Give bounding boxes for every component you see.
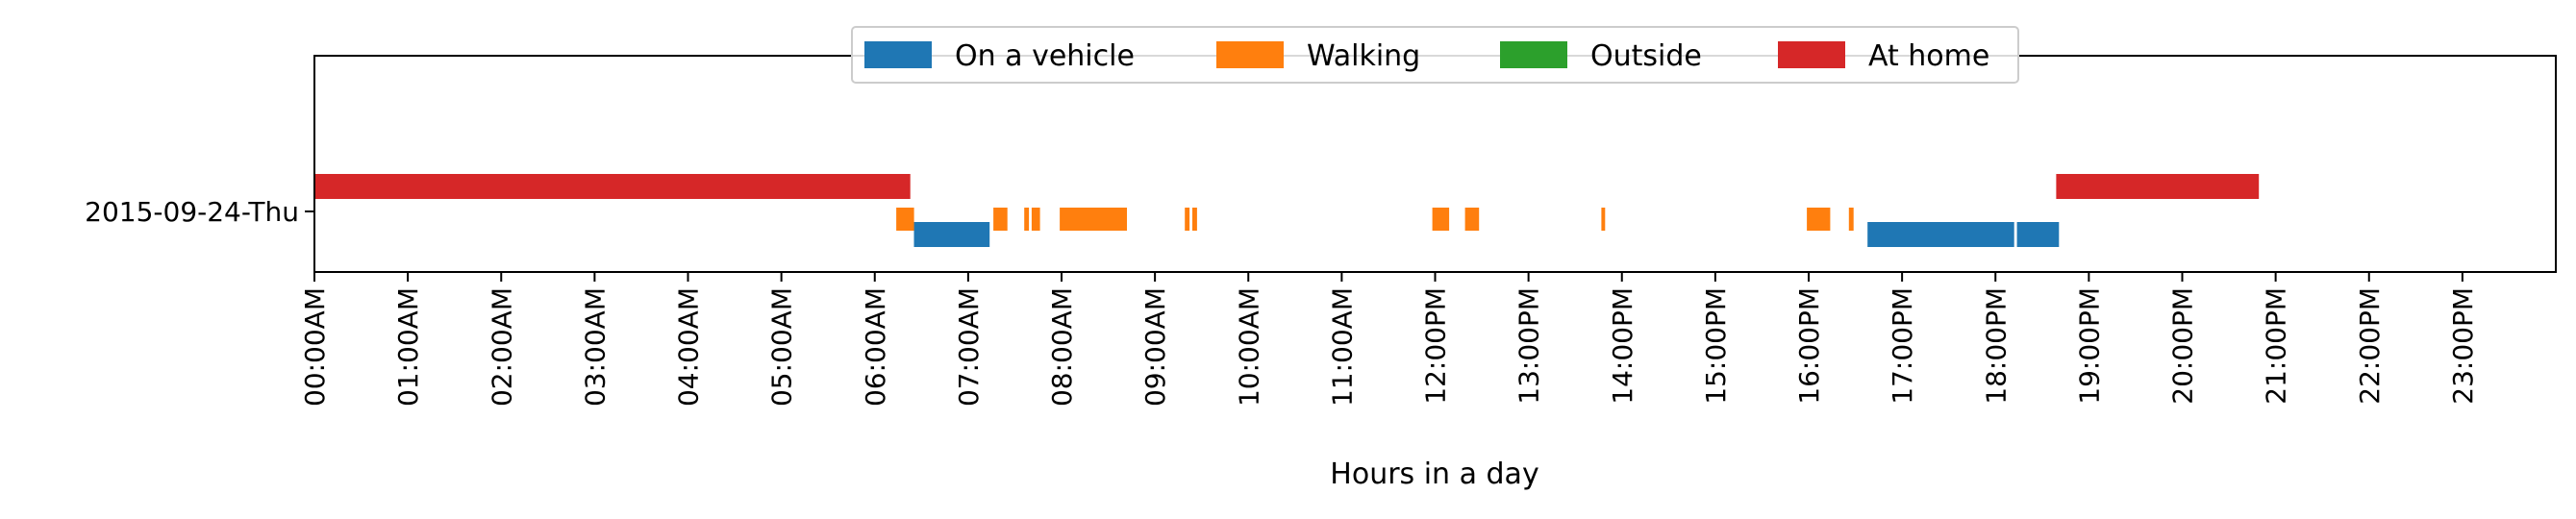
x-tick-label: 13:00PM bbox=[1513, 287, 1545, 405]
bar-walking-2 bbox=[1024, 208, 1030, 231]
x-tick-label: 16:00PM bbox=[1793, 287, 1825, 405]
bars-layer bbox=[314, 174, 2260, 247]
x-tick-label: 02:00AM bbox=[486, 287, 517, 407]
bar-on-a-vehicle-0 bbox=[913, 222, 990, 247]
bar-walking-9 bbox=[1601, 208, 1606, 231]
bar-walking-7 bbox=[1432, 208, 1450, 231]
bar-walking-8 bbox=[1464, 208, 1480, 231]
legend-swatch-on-a-vehicle bbox=[864, 41, 932, 68]
legend-label: On a vehicle bbox=[955, 39, 1135, 73]
x-tick-label: 23:00PM bbox=[2447, 287, 2479, 405]
plot-frame bbox=[313, 55, 2557, 273]
bar-walking-4 bbox=[1060, 208, 1127, 231]
x-tick-label: 18:00PM bbox=[1980, 287, 2012, 405]
x-tick-label: 19:00PM bbox=[2073, 287, 2105, 405]
bar-at-home-1 bbox=[2056, 174, 2260, 199]
legend: On a vehicle Walking Outside At home bbox=[851, 26, 2019, 84]
bar-walking-10 bbox=[1807, 208, 1831, 231]
x-tick-label: 14:00PM bbox=[1607, 287, 1638, 405]
x-tick-label: 22:00PM bbox=[2354, 287, 2386, 405]
x-tick-label: 06:00AM bbox=[860, 287, 891, 407]
x-axis-label: Hours in a day bbox=[1330, 457, 1538, 491]
bar-walking-1 bbox=[993, 208, 1008, 231]
x-axis-ticks: 00:00AM 01:00AM 02:00AM 03:00AM 04:00AM 05:00… bbox=[299, 272, 2479, 407]
bar-on-a-vehicle-1 bbox=[1867, 222, 2014, 247]
legend-label: Walking bbox=[1307, 39, 1420, 73]
y-axis-ticks: 2015-09-24-Thu bbox=[85, 196, 314, 228]
x-tick-label: 20:00PM bbox=[2167, 287, 2199, 405]
x-tick-label: 12:00PM bbox=[1420, 287, 1452, 405]
legend-label: Outside bbox=[1590, 39, 1702, 73]
legend-swatch-at-home bbox=[1778, 41, 1845, 68]
bar-walking-11 bbox=[1848, 208, 1854, 231]
x-tick-label: 07:00AM bbox=[953, 287, 985, 407]
bar-walking-6 bbox=[1192, 208, 1197, 231]
x-tick-label: 08:00AM bbox=[1046, 287, 1078, 407]
x-tick-label: 03:00AM bbox=[579, 287, 611, 407]
x-tick-label: 10:00AM bbox=[1233, 287, 1264, 407]
x-tick-label: 17:00PM bbox=[1887, 287, 1918, 405]
x-tick-label: 04:00AM bbox=[673, 287, 705, 407]
legend-frame bbox=[851, 26, 2019, 84]
bar-walking-5 bbox=[1185, 208, 1190, 231]
x-tick-label: 00:00AM bbox=[299, 287, 331, 407]
x-tick-label: 05:00AM bbox=[766, 287, 798, 407]
bar-on-a-vehicle-2 bbox=[2016, 222, 2060, 247]
x-tick-label: 09:00AM bbox=[1139, 287, 1171, 407]
bar-walking-3 bbox=[1031, 208, 1040, 231]
y-tick-label: 2015-09-24-Thu bbox=[85, 196, 299, 228]
x-tick-label: 15:00PM bbox=[1700, 287, 1732, 405]
x-tick-label: 11:00AM bbox=[1326, 287, 1358, 407]
x-tick-label: 21:00PM bbox=[2261, 287, 2292, 405]
legend-label: At home bbox=[1868, 39, 1989, 73]
bar-walking-0 bbox=[896, 208, 914, 231]
legend-swatch-walking bbox=[1216, 41, 1284, 68]
bar-at-home-0 bbox=[314, 174, 911, 199]
legend-swatch-outside bbox=[1500, 41, 1567, 68]
x-tick-label: 01:00AM bbox=[392, 287, 424, 407]
